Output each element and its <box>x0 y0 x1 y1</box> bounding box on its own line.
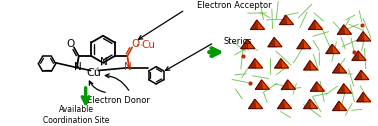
Polygon shape <box>255 59 263 68</box>
Polygon shape <box>288 80 296 89</box>
Polygon shape <box>262 80 270 89</box>
Polygon shape <box>251 20 258 29</box>
Text: N: N <box>100 57 108 67</box>
Polygon shape <box>339 101 347 111</box>
Polygon shape <box>333 64 341 73</box>
Polygon shape <box>355 70 363 80</box>
Polygon shape <box>357 92 365 102</box>
Polygon shape <box>338 25 345 34</box>
Text: O: O <box>67 39 75 49</box>
Polygon shape <box>284 99 291 109</box>
Polygon shape <box>256 80 263 89</box>
Polygon shape <box>363 32 371 41</box>
Polygon shape <box>326 44 334 54</box>
Polygon shape <box>338 84 345 93</box>
Polygon shape <box>268 37 276 47</box>
Polygon shape <box>241 39 249 49</box>
Polygon shape <box>308 20 316 29</box>
Polygon shape <box>303 39 311 49</box>
Polygon shape <box>247 39 255 49</box>
Polygon shape <box>361 70 369 80</box>
Text: Electron Donor: Electron Donor <box>87 96 150 105</box>
Polygon shape <box>275 59 282 68</box>
Polygon shape <box>281 59 289 68</box>
Text: Cu: Cu <box>141 40 156 50</box>
Polygon shape <box>332 44 340 54</box>
Polygon shape <box>297 39 305 49</box>
Text: N: N <box>124 62 132 72</box>
Polygon shape <box>286 15 293 25</box>
Text: Available
Coordination Site: Available Coordination Site <box>43 105 109 125</box>
Polygon shape <box>280 15 287 25</box>
Text: Electron Acceptor: Electron Acceptor <box>197 1 271 10</box>
Polygon shape <box>249 59 256 68</box>
Polygon shape <box>363 92 371 102</box>
Polygon shape <box>249 99 256 109</box>
Polygon shape <box>304 61 311 70</box>
Polygon shape <box>317 82 324 91</box>
Polygon shape <box>333 101 341 111</box>
Polygon shape <box>282 80 289 89</box>
Polygon shape <box>257 20 265 29</box>
Polygon shape <box>339 64 347 73</box>
Polygon shape <box>357 32 365 41</box>
Polygon shape <box>352 51 360 60</box>
Polygon shape <box>358 51 366 60</box>
Polygon shape <box>274 37 282 47</box>
Text: Cu: Cu <box>86 68 101 78</box>
Polygon shape <box>310 99 318 109</box>
Polygon shape <box>255 99 263 109</box>
Text: O: O <box>132 39 139 49</box>
Text: N: N <box>74 62 82 72</box>
Polygon shape <box>310 61 318 70</box>
Polygon shape <box>304 99 311 109</box>
Polygon shape <box>278 99 285 109</box>
Text: Sterics: Sterics <box>224 37 253 46</box>
Polygon shape <box>310 82 318 91</box>
Polygon shape <box>344 84 352 93</box>
Polygon shape <box>315 20 322 29</box>
Polygon shape <box>344 25 352 34</box>
